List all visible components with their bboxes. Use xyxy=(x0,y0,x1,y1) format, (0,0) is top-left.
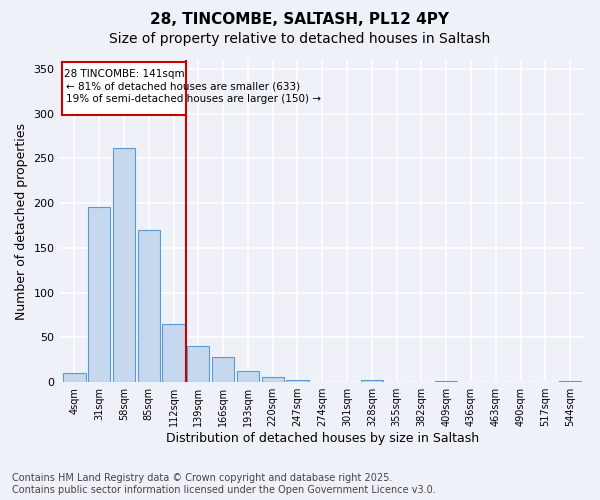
Text: Size of property relative to detached houses in Saltash: Size of property relative to detached ho… xyxy=(109,32,491,46)
X-axis label: Distribution of detached houses by size in Saltash: Distribution of detached houses by size … xyxy=(166,432,479,445)
Bar xyxy=(88,207,110,382)
Bar xyxy=(237,372,259,382)
Bar xyxy=(187,346,209,382)
Text: 19% of semi-detached houses are larger (150) →: 19% of semi-detached houses are larger (… xyxy=(66,94,321,104)
Y-axis label: Number of detached properties: Number of detached properties xyxy=(15,122,28,320)
Text: ← 81% of detached houses are smaller (633): ← 81% of detached houses are smaller (63… xyxy=(66,82,300,92)
Bar xyxy=(163,324,185,382)
Bar xyxy=(63,374,86,382)
Text: 28 TINCOMBE: 141sqm: 28 TINCOMBE: 141sqm xyxy=(64,69,184,79)
FancyBboxPatch shape xyxy=(62,62,186,116)
Text: 28, TINCOMBE, SALTASH, PL12 4PY: 28, TINCOMBE, SALTASH, PL12 4PY xyxy=(151,12,449,28)
Bar xyxy=(137,230,160,382)
Bar xyxy=(113,148,135,382)
Text: Contains HM Land Registry data © Crown copyright and database right 2025.
Contai: Contains HM Land Registry data © Crown c… xyxy=(12,474,436,495)
Bar xyxy=(212,357,234,382)
Bar xyxy=(262,377,284,382)
Bar xyxy=(361,380,383,382)
Bar xyxy=(286,380,308,382)
